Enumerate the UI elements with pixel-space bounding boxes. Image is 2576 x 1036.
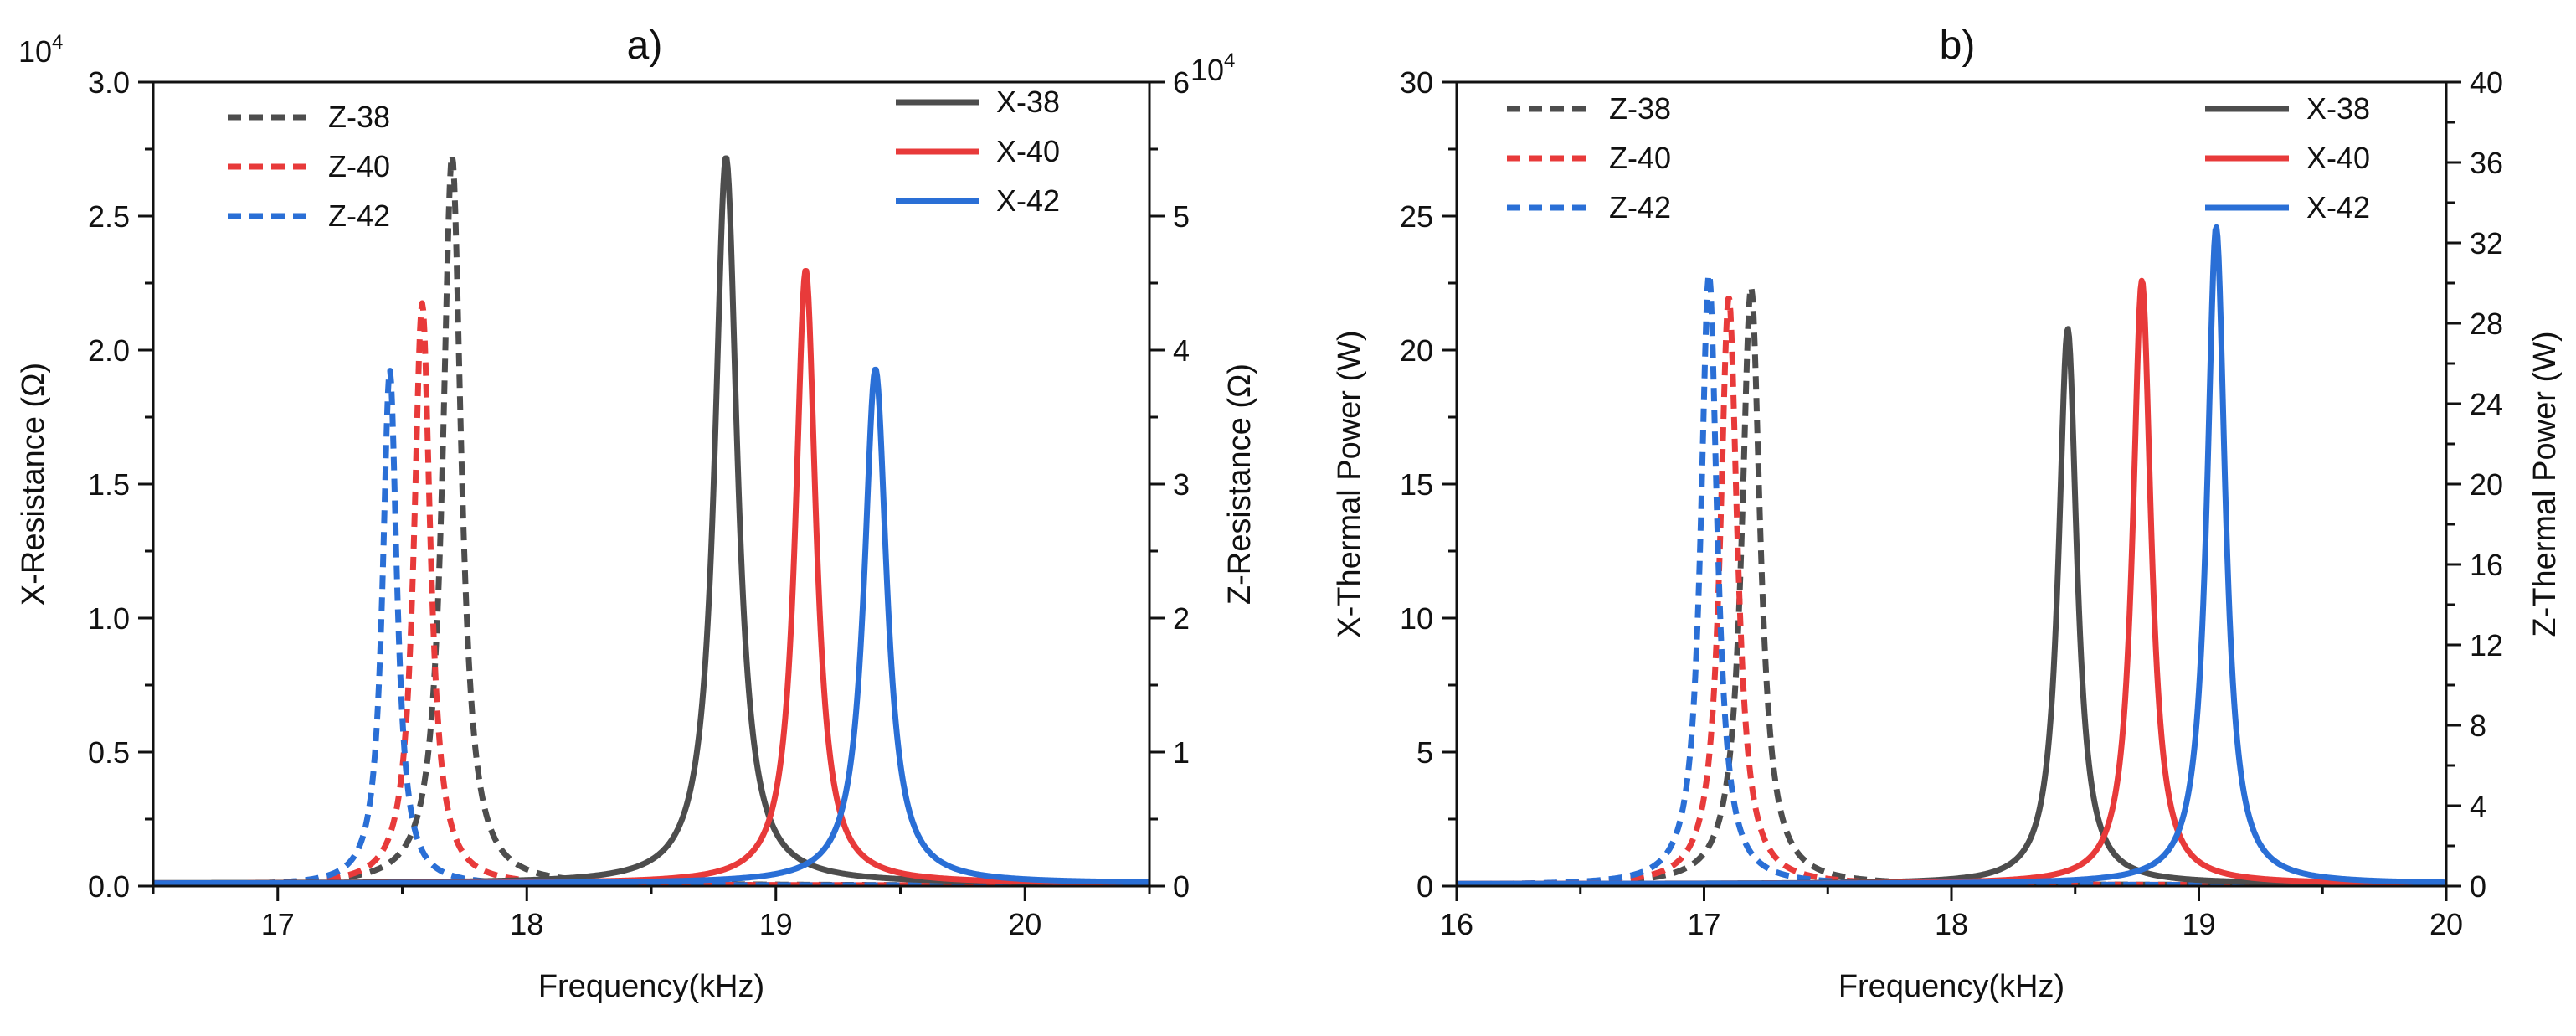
panel-a-right-y-tick-label: 1: [1173, 735, 1190, 770]
panel-a-series-z-42: [153, 368, 1149, 886]
panel-b-x-tick-label: 18: [1935, 907, 1968, 941]
panel-b-right-y-tick-label: 24: [2470, 387, 2503, 421]
panel-b-right-y-tick-label: 16: [2470, 548, 2503, 582]
panel-b-right-y-axis-label: Z-Thermal Power (W): [2527, 331, 2563, 637]
panel-b-x-tick-label: 17: [1687, 907, 1720, 941]
panel-a-legend-label-z42: Z-42: [328, 198, 390, 233]
panel-b-series-x-38: [1457, 326, 2446, 886]
svg-text:104: 104: [18, 31, 63, 69]
panel-b-right-y-tick-label: 4: [2470, 789, 2486, 823]
panel-a-legend-label-x42: X-42: [996, 183, 1060, 218]
panel-b-series-z-38: [1457, 284, 2446, 886]
panel-b-plot-frame: [1455, 80, 2448, 888]
panel-b-legend-label-z42: Z-42: [1609, 190, 1671, 224]
panel-a-left-y-tick-label: 1.5: [88, 467, 130, 502]
panel-b-curves: [1457, 224, 2446, 886]
panel-a-title: a): [627, 23, 663, 68]
panel-a-series-z-38: [153, 152, 1149, 886]
panel-b-right-y-tick-label: 36: [2470, 146, 2503, 180]
panel-a-x-tick-label: 19: [759, 907, 793, 941]
panel-b-left-y-tick-label: 20: [1400, 333, 1433, 368]
panel-b-left-y-tick-label: 5: [1417, 735, 1433, 770]
panel-b-legend-label-x40: X-40: [2306, 141, 2370, 175]
panel-a-curves: [153, 152, 1149, 886]
panel-b-left-y-tick-label: 15: [1400, 467, 1433, 502]
panel-a-right-y-tick-label: 4: [1173, 333, 1190, 368]
panel-b-series-x-40: [1457, 277, 2446, 886]
panel-a-legend-right: X-38 X-40 X-42: [896, 85, 1060, 218]
panel-b-left-y-tick-label: 25: [1400, 199, 1433, 234]
panel-a-right-multiplier: 104: [1190, 49, 1235, 87]
panel-b-x-tick-label: 20: [2429, 907, 2463, 941]
panel-a-series-x-40: [153, 267, 1149, 886]
panel-a-ticks: 17 18 19 20 0.0 0.5 1.0 1.5 2.0 2.5 3.0 0 1 2 3 4 5 6: [88, 65, 1190, 941]
panel-b-right-y-tick-label: 32: [2470, 226, 2503, 260]
panel-b-ticks: 16 17 18 19 20051015202530048121620242832364…: [1400, 65, 2503, 941]
panel-b-series-x-42: [1457, 224, 2446, 886]
panel-a-right-multiplier-base: 10: [1190, 53, 1224, 87]
panel-b-right-y-tick-label: 8: [2470, 709, 2486, 743]
panel-a-legend-label-x40: X-40: [996, 134, 1060, 168]
panel-b-legend-label-x38: X-38: [2306, 91, 2370, 126]
panel-b-right-y-tick-label: 28: [2470, 307, 2503, 341]
panel-a-left-y-axis-label: X-Resistance (Ω): [16, 363, 51, 606]
panel-a-legend-label-x38: X-38: [996, 85, 1060, 119]
panel-b-right-y-tick-label: 12: [2470, 628, 2503, 662]
panel-b-series-z-40: [1457, 296, 2446, 886]
panel-b-legend-right: X-38 X-40 X-42: [2205, 91, 2370, 224]
panel-a-right-y-axis-label: Z-Resistance (Ω): [1222, 363, 1257, 605]
panel-a-left-y-tick-label: 3.0: [88, 65, 130, 100]
panel-b-legend-label-z38: Z-38: [1609, 91, 1671, 126]
panel-a-left-y-tick-label: 0.5: [88, 735, 130, 770]
panel-a-right-multiplier-exp: 4: [1224, 49, 1235, 72]
panel-a-x-axis-label: Frequency(kHz): [538, 969, 764, 1004]
panel-a-series-x-38: [153, 155, 1149, 886]
panel-a-left-multiplier-base: 10: [18, 34, 52, 69]
panel-a-plot-frame: [152, 80, 1151, 888]
panel-a-left-multiplier: 104: [18, 31, 63, 69]
panel-b-title: b): [1940, 23, 1976, 68]
panel-b-legend-left: Z-38 Z-40 Z-42: [1507, 91, 1671, 224]
panel-a-left-y-tick-label: 2.0: [88, 333, 130, 368]
panel-b-legend-label-x42: X-42: [2306, 190, 2370, 224]
panel-a-left-multiplier-exp: 4: [52, 31, 63, 54]
panel-b-x-axis-label: Frequency(kHz): [1838, 969, 2064, 1004]
panel-b-right-y-tick-label: 0: [2470, 869, 2486, 904]
panel-a-left-y-tick-label: 0.0: [88, 869, 130, 904]
panel-b-left-y-tick-label: 10: [1400, 601, 1433, 636]
panel-b-right-y-tick-label: 20: [2470, 467, 2503, 502]
panel-a-x-tick-label: 20: [1008, 907, 1041, 941]
panel-b-left-y-tick-label: 0: [1417, 869, 1433, 904]
panel-a-series-x-42: [153, 366, 1149, 886]
panel-b-left-y-tick-label: 30: [1400, 65, 1433, 100]
panel-b-legend-label-z40: Z-40: [1609, 141, 1671, 175]
panel-a-right-y-tick-label: 6: [1173, 65, 1190, 100]
panel-a-chart: a) 104 104 17 18 19 200.00.51.01.52.02.53.0…: [16, 23, 1257, 1004]
panel-b-x-tick-label: 16: [1440, 907, 1473, 941]
panel-b-x-tick-label: 19: [2182, 907, 2215, 941]
panel-a-series-z-40: [153, 300, 1149, 886]
panel-a-right-y-tick-label: 5: [1173, 199, 1190, 234]
panel-a-x-tick-label: 18: [510, 907, 543, 941]
panel-a-right-y-tick-label: 3: [1173, 467, 1190, 502]
panel-b-series-z-42: [1457, 271, 2446, 886]
panel-b-right-y-tick-label: 40: [2470, 65, 2503, 100]
svg-text:104: 104: [1190, 49, 1235, 87]
panel-a-right-y-tick-label: 2: [1173, 601, 1190, 636]
panel-a-legend-label-z38: Z-38: [328, 100, 390, 134]
panel-a-legend-label-z40: Z-40: [328, 149, 390, 183]
panel-a-legend-left: Z-38 Z-40 Z-42: [228, 100, 390, 233]
panel-a-right-y-tick-label: 0: [1173, 869, 1190, 904]
panel-a-left-y-tick-label: 2.5: [88, 199, 130, 234]
panel-b-left-y-axis-label: X-Thermal Power (W): [1332, 330, 1367, 637]
panel-b-chart: b) 16 17 18 19 20051015202530048121620242832…: [1332, 23, 2563, 1004]
panel-a-x-tick-label: 17: [261, 907, 295, 941]
panel-a-left-y-tick-label: 1.0: [88, 601, 130, 636]
